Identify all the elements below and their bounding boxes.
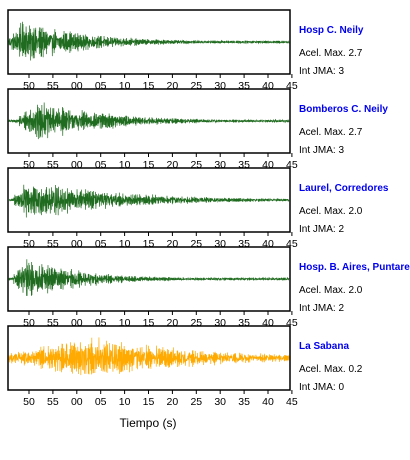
x-tick-label: 25 xyxy=(190,317,202,329)
x-tick-label: 45 xyxy=(286,159,298,171)
x-tick-label: 55 xyxy=(47,80,59,92)
x-tick-label: 25 xyxy=(190,396,202,408)
x-tick-label: 45 xyxy=(286,396,298,408)
x-tick-label: 45 xyxy=(286,317,298,329)
x-tick-label: 30 xyxy=(214,317,226,329)
x-tick-label: 35 xyxy=(238,317,250,329)
x-tick-label: 20 xyxy=(167,238,179,250)
x-tick-label: 30 xyxy=(214,80,226,92)
x-tick-label: 55 xyxy=(47,238,59,250)
x-tick-label: 05 xyxy=(95,238,107,250)
x-tick-label: 50 xyxy=(23,317,35,329)
x-tick-label: 10 xyxy=(119,80,131,92)
intensity-label: Int JMA: 2 xyxy=(299,303,344,314)
x-tick-label: 35 xyxy=(238,80,250,92)
x-tick-label: 00 xyxy=(71,317,83,329)
x-tick-label: 20 xyxy=(167,317,179,329)
x-tick-label: 00 xyxy=(71,159,83,171)
x-axis-label: Tiempo (s) xyxy=(120,416,177,430)
accel-max-label: Acel. Max. 2.7 xyxy=(299,127,363,138)
x-tick-label: 50 xyxy=(23,80,35,92)
x-tick-label: 55 xyxy=(47,159,59,171)
accel-max-label: Acel. Max. 2.0 xyxy=(299,285,363,296)
x-tick-label: 05 xyxy=(95,396,107,408)
station-name: Laurel, Corredores xyxy=(299,183,389,194)
x-tick-label: 15 xyxy=(143,80,155,92)
x-tick-label: 25 xyxy=(190,80,202,92)
x-tick-label: 25 xyxy=(190,159,202,171)
x-tick-label: 55 xyxy=(47,317,59,329)
x-tick-label: 30 xyxy=(214,396,226,408)
intensity-label: Int JMA: 3 xyxy=(299,66,344,77)
panels-group: 50 55 00 05 10 15 20 25 30 35 40 45 Hosp C. Neily Ace… xyxy=(7,9,410,408)
x-tick-label: 55 xyxy=(47,396,59,408)
x-tick-label: 00 xyxy=(71,238,83,250)
x-tick-label: 15 xyxy=(143,396,155,408)
x-tick-label: 40 xyxy=(262,396,274,408)
x-tick-label: 35 xyxy=(238,159,250,171)
x-tick-label: 10 xyxy=(119,159,131,171)
x-tick-label: 35 xyxy=(238,238,250,250)
x-tick-label: 15 xyxy=(143,317,155,329)
x-tick-label: 05 xyxy=(95,317,107,329)
trace-2 xyxy=(8,102,290,140)
x-tick-label: 45 xyxy=(286,80,298,92)
x-tick-label: 10 xyxy=(119,317,131,329)
accel-max-label: Acel. Max. 0.2 xyxy=(299,364,363,375)
x-tick-label: 30 xyxy=(214,159,226,171)
x-tick-label: 10 xyxy=(119,396,131,408)
x-tick-label: 50 xyxy=(23,396,35,408)
trace-3 xyxy=(8,184,290,218)
panel-5: 50 55 00 05 10 15 20 25 30 35 40 45 La Sabana Acel. M… xyxy=(7,325,363,408)
x-tick-label: 20 xyxy=(167,159,179,171)
x-tick-label: 35 xyxy=(238,396,250,408)
intensity-label: Int JMA: 3 xyxy=(299,145,344,156)
station-name: La Sabana xyxy=(299,341,349,352)
station-name: Hosp C. Neily xyxy=(299,25,364,36)
accel-max-label: Acel. Max. 2.7 xyxy=(299,48,363,59)
x-tick-label: 40 xyxy=(262,80,274,92)
x-tick-label: 25 xyxy=(190,238,202,250)
x-tick-label: 30 xyxy=(214,238,226,250)
panel-1: 50 55 00 05 10 15 20 25 30 35 40 45 Hosp C. Neily Ace… xyxy=(7,9,364,92)
panel-2: 50 55 00 05 10 15 20 25 30 35 40 45 Bomberos C. Neil… xyxy=(7,88,388,171)
x-tick-label: 10 xyxy=(119,238,131,250)
x-tick-label: 20 xyxy=(167,396,179,408)
panel-4: 50 55 00 05 10 15 20 25 30 35 40 45 Hosp. B. Aires, … xyxy=(7,246,410,329)
x-tick-label: 40 xyxy=(262,159,274,171)
x-tick-label: 20 xyxy=(167,80,179,92)
x-tick-label: 40 xyxy=(262,238,274,250)
x-tick-label: 50 xyxy=(23,238,35,250)
x-tick-label: 45 xyxy=(286,238,298,250)
x-tick-label: 50 xyxy=(23,159,35,171)
station-name: Bomberos C. Neily xyxy=(299,104,388,115)
x-tick-label: 05 xyxy=(95,80,107,92)
x-tick-label: 15 xyxy=(143,159,155,171)
x-tick-label: 15 xyxy=(143,238,155,250)
trace-4 xyxy=(8,259,290,296)
x-tick-label: 05 xyxy=(95,159,107,171)
trace-1 xyxy=(8,21,290,61)
station-name: Hosp. B. Aires, Puntarenas xyxy=(299,262,410,273)
x-tick-label: 00 xyxy=(71,396,83,408)
panel-3: 50 55 00 05 10 15 20 25 30 35 40 45 Laurel, Corredor… xyxy=(7,167,389,250)
x-tick-label: 40 xyxy=(262,317,274,329)
intensity-label: Int JMA: 0 xyxy=(299,382,344,393)
x-tick-label: 00 xyxy=(71,80,83,92)
accel-max-label: Acel. Max. 2.0 xyxy=(299,206,363,217)
trace-5 xyxy=(8,337,290,376)
intensity-label: Int JMA: 2 xyxy=(299,224,344,235)
